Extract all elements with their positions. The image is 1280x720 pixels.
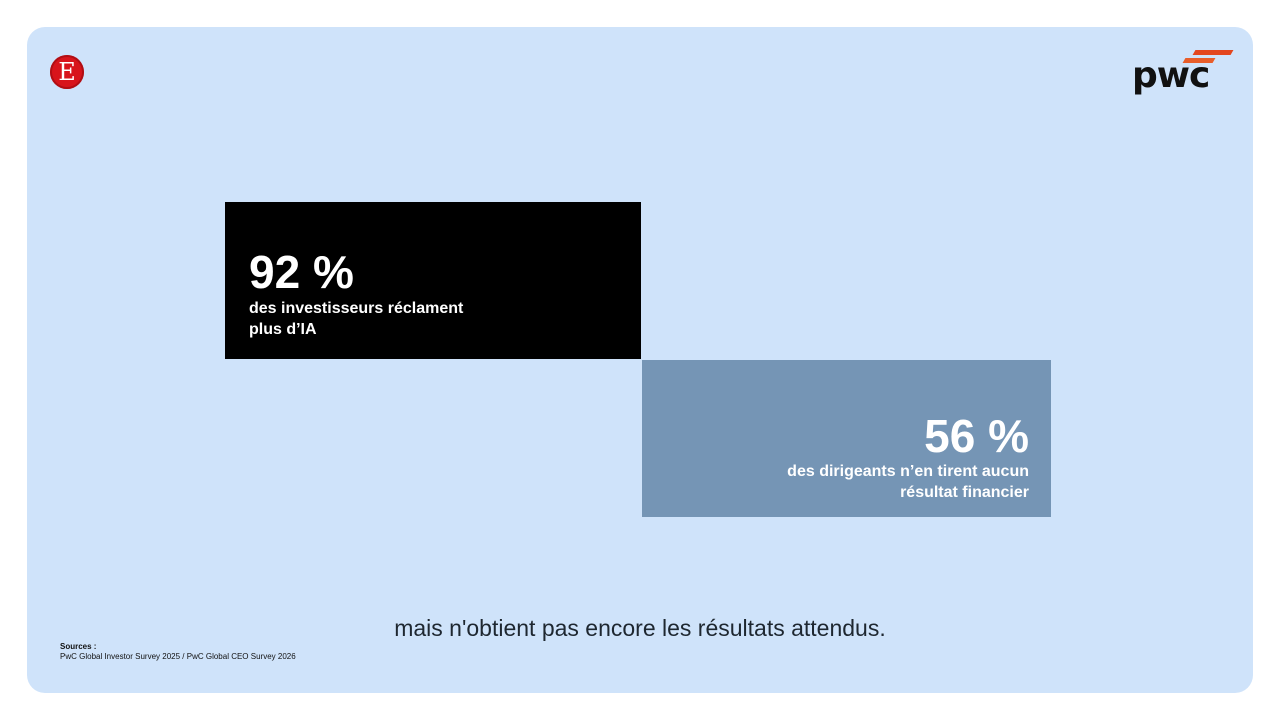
- stat-box-executives: 56 % des dirigeants n’en tirent aucun ré…: [642, 360, 1051, 517]
- stat-description-investors: des investisseurs réclament plus d’IA: [249, 298, 549, 340]
- stat-box-investors: 92 % des investisseurs réclament plus d’…: [225, 202, 641, 359]
- sources-text: PwC Global Investor Survey 2025 / PwC Gl…: [60, 652, 296, 661]
- publisher-logo: E: [50, 55, 84, 89]
- stat-description-executives: des dirigeants n’en tirent aucun résulta…: [709, 461, 1029, 503]
- stat-description-investors-line-1: des investisseurs réclament: [249, 300, 464, 317]
- sources-title: Sources :: [60, 642, 97, 651]
- stat-description-investors-line-2: plus d’IA: [249, 321, 317, 338]
- stat-description-executives-line-2: résultat financier: [900, 484, 1029, 501]
- stat-description-executives-line-1: des dirigeants n’en tirent aucun: [787, 463, 1029, 480]
- stat-value-executives: 56 %: [924, 410, 1029, 462]
- publisher-logo-letter: E: [58, 58, 76, 86]
- subtitle-caption: mais n'obtient pas encore les résultats …: [394, 615, 886, 641]
- pwc-logo: pwc: [1132, 50, 1234, 102]
- slide-card: [27, 27, 1253, 693]
- stat-value-investors: 92 %: [249, 246, 354, 298]
- pwc-logo-wordmark: pwc: [1132, 55, 1210, 96]
